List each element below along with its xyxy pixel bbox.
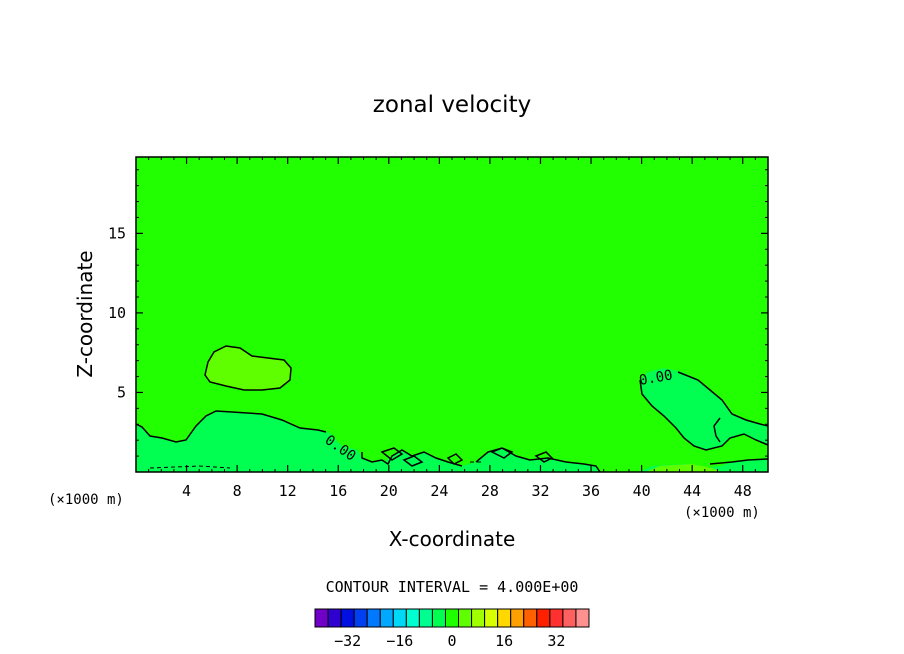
x-axis-label: X-coordinate — [389, 527, 516, 551]
y-axis-label: Z-coordinate — [73, 250, 97, 377]
x-tick-label: 20 — [380, 482, 398, 500]
colorbar-swatch — [327, 608, 342, 628]
x-tick-label: 40 — [633, 482, 651, 500]
positive-strip — [645, 464, 722, 472]
chart-title: zonal velocity — [373, 92, 531, 118]
small-contour-a — [380, 447, 404, 461]
colorbar-swatch — [484, 608, 499, 628]
x-unit-left: (×1000 m) — [48, 492, 124, 508]
dashed-contour-a — [149, 465, 231, 469]
contour-interval: CONTOUR INTERVAL = 4.000E+00 — [326, 578, 579, 596]
small-contour-b — [402, 455, 424, 467]
positive-bump — [204, 345, 292, 391]
zero-contour-left-b — [361, 449, 463, 467]
colorbar — [314, 608, 590, 628]
x-tick-label: 4 — [182, 482, 191, 500]
zero-contour-right-d — [709, 458, 768, 465]
x-tick-label: 32 — [531, 482, 549, 500]
colorbar-swatch — [340, 608, 355, 628]
colorbar-swatch — [314, 608, 329, 628]
colorbar-swatch — [471, 608, 486, 628]
x-unit-right: (×1000 m) — [684, 505, 760, 521]
x-tick-label: 16 — [329, 482, 347, 500]
colorbar-tick-label: 32 — [547, 632, 565, 650]
colorbar-tick-label: 16 — [495, 632, 513, 650]
colorbar-labels: −32 −16 0 16 32 — [334, 632, 565, 650]
colorbar-swatch — [418, 608, 433, 628]
x-tick-label: 8 — [233, 482, 242, 500]
colorbar-swatch — [366, 608, 381, 628]
small-contour-e — [534, 451, 554, 463]
zero-contour-right — [677, 371, 768, 427]
colorbar-swatch — [549, 608, 564, 628]
y-tick-label: 10 — [108, 304, 126, 322]
y-axis-ticks: 5 10 15 — [108, 169, 768, 457]
colorbar-swatch — [536, 608, 551, 628]
colorbar-swatch — [575, 608, 590, 628]
colorbar-swatch — [523, 608, 538, 628]
zero-contour-right-c — [713, 417, 721, 443]
negative-region-right — [640, 368, 768, 450]
x-tick-label: 28 — [481, 482, 499, 500]
colorbar-swatch — [379, 608, 394, 628]
y-tick-label: 15 — [108, 224, 126, 242]
colorbar-tick-label: 0 — [447, 632, 456, 650]
x-tick-label: 24 — [430, 482, 448, 500]
colorbar-tick-label: −32 — [334, 632, 361, 650]
contour-label-right: 0.00 — [638, 367, 674, 389]
negative-patches-mid — [382, 448, 600, 472]
colorbar-swatch — [431, 608, 446, 628]
zero-contour-left — [136, 410, 327, 443]
zero-contour-right-b — [639, 379, 768, 451]
colorbar-swatch — [497, 608, 512, 628]
small-contour-c — [446, 453, 464, 465]
colorbar-swatch — [458, 608, 473, 628]
x-tick-label: 48 — [734, 482, 752, 500]
contour-lines — [136, 371, 768, 472]
small-contour-d — [490, 447, 514, 459]
colorbar-swatch — [405, 608, 420, 628]
x-axis-ticks: 4 8 12 16 20 24 28 32 36 40 44 48 — [148, 157, 756, 500]
colorbar-swatch — [510, 608, 525, 628]
x-tick-label: 44 — [683, 482, 701, 500]
y-tick-label: 5 — [117, 383, 126, 401]
colorbar-swatch — [444, 608, 460, 628]
colorbar-tick-label: −16 — [386, 632, 413, 650]
colorbar-swatch — [392, 608, 407, 628]
colorbar-swatch — [353, 608, 368, 628]
x-tick-label: 36 — [582, 482, 600, 500]
dashed-contours — [149, 461, 482, 469]
x-tick-label: 12 — [279, 482, 297, 500]
negative-region-low-left — [136, 411, 388, 472]
colorbar-swatch — [562, 608, 577, 628]
